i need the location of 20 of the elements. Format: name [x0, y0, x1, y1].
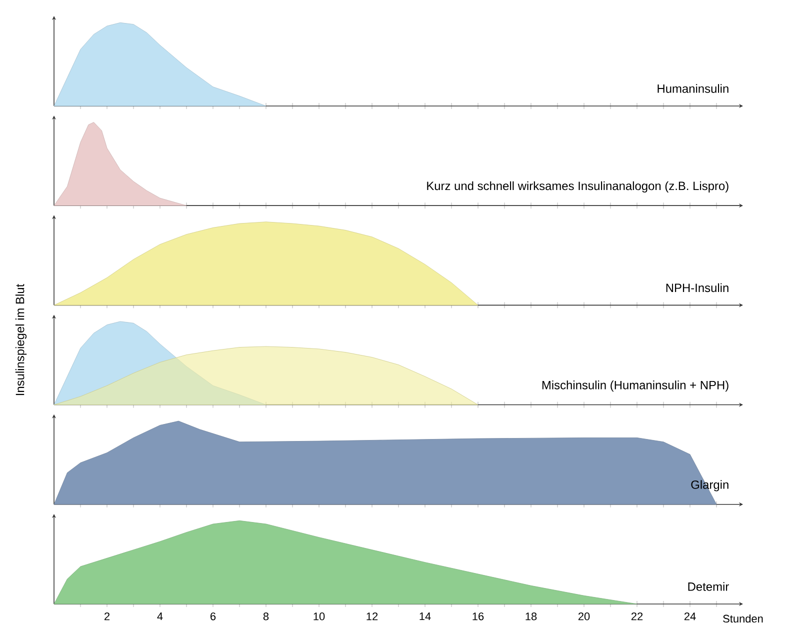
- y-axis-title: Insulinspiegel im Blut: [15, 284, 27, 396]
- text: NPH-Insulin: [666, 283, 728, 292]
- x-tick-label: 22: [631, 612, 643, 620]
- x-tick-label: 4: [157, 612, 163, 620]
- text: Glargin: [691, 480, 728, 492]
- x-tick-label: 12: [366, 612, 378, 620]
- x-tick-label: 20: [578, 612, 590, 620]
- x-tick-label: 24: [684, 612, 696, 620]
- text: Humaninsulin: [658, 84, 728, 93]
- x-axis-title: Stunden: [723, 614, 763, 623]
- x-tick-label: 18: [526, 612, 537, 620]
- x-tick-label: 6: [210, 612, 216, 620]
- text: Detemir: [688, 582, 729, 591]
- x-tick-label: 14: [420, 612, 431, 620]
- x-tick-label: 2: [104, 612, 110, 620]
- text: Kurz und schnell wirksames Insulinanalogon (z.B. Lispro): [427, 181, 728, 192]
- text: Mischinsulin (Humaninsulin + NPH): [542, 380, 728, 392]
- x-tick-label: 16: [472, 612, 484, 620]
- x-tick-label: 10: [314, 612, 325, 620]
- x-tick-label: 8: [263, 612, 269, 620]
